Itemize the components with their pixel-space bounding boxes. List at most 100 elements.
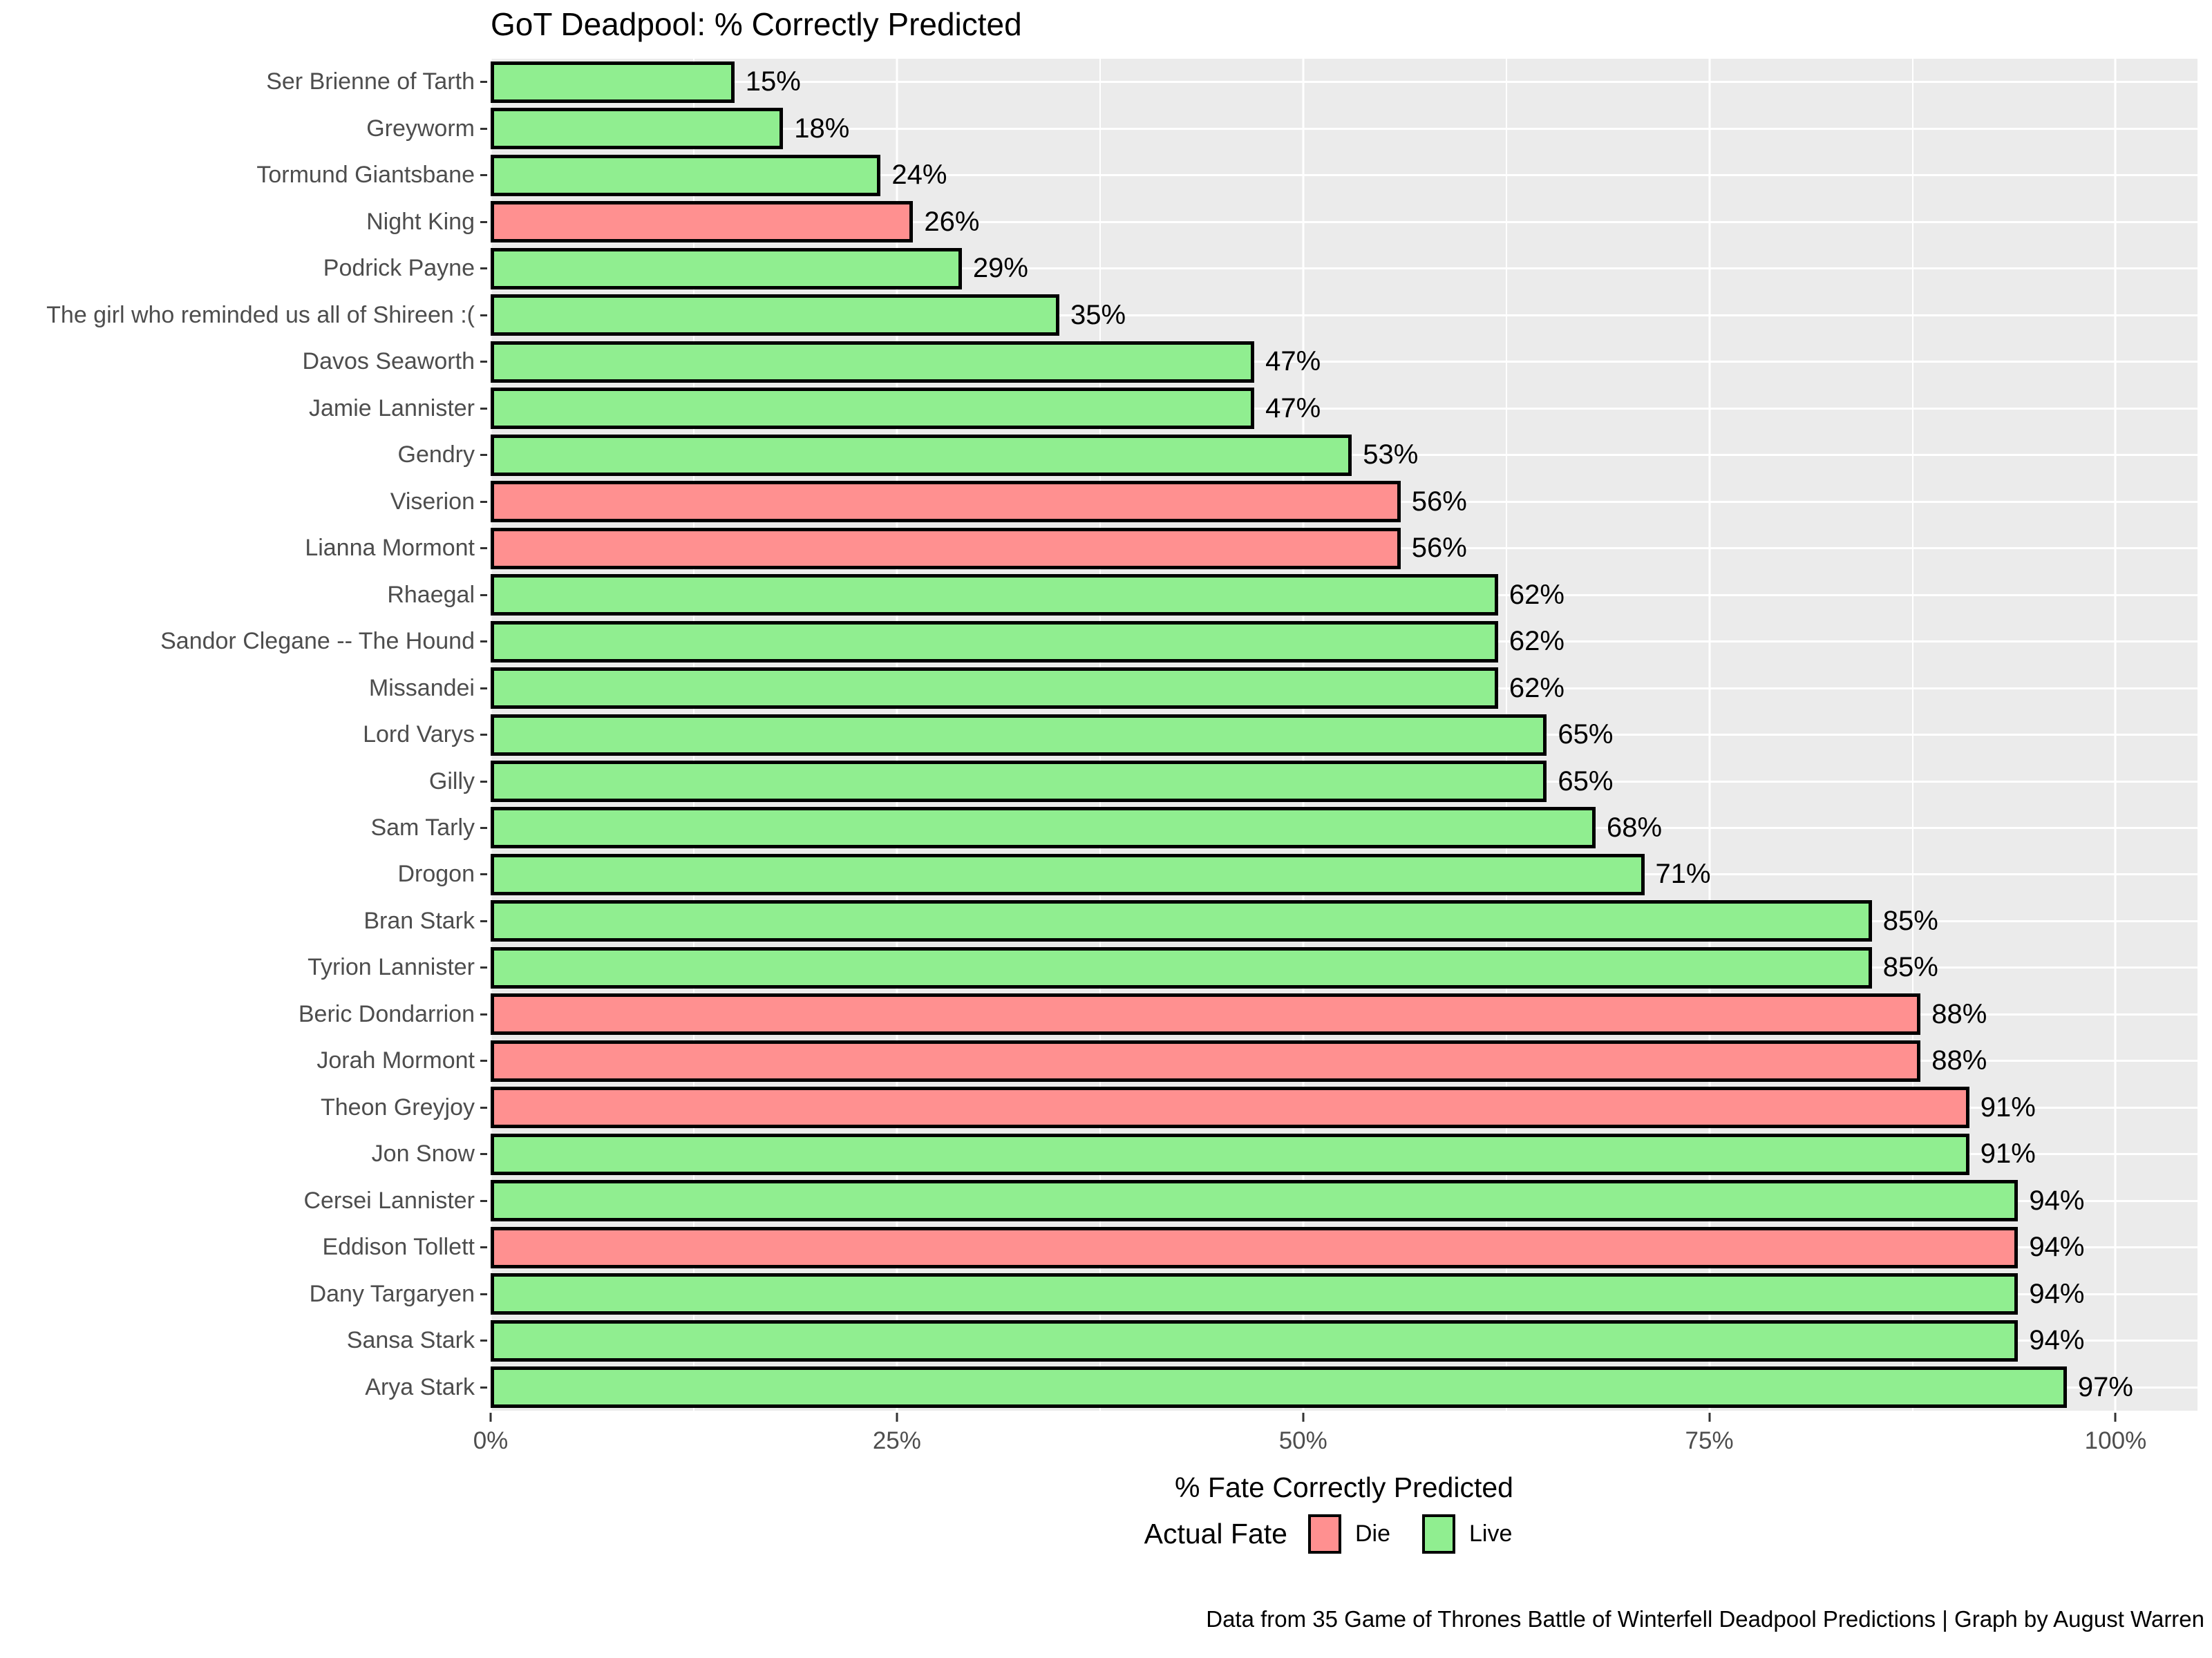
bar-value-label: 62% xyxy=(1509,626,1565,657)
bar-row: 53% xyxy=(491,432,2197,478)
bar-row: 35% xyxy=(491,292,2197,338)
y-axis-tick xyxy=(480,220,487,223)
y-axis-label-row: Dany Targaryen xyxy=(0,1271,491,1317)
panel-rows: 15% 18% 24% 26% 29% 35% 47% 47% 53% 56% 56% 62% 62% 6… xyxy=(491,59,2197,1411)
y-axis-tick xyxy=(480,687,487,689)
y-axis-label-row: Podrick Payne xyxy=(0,245,491,292)
bar-row: 65% xyxy=(491,758,2197,804)
y-axis-tick xyxy=(480,873,487,876)
bar-value-label: 24% xyxy=(891,160,947,191)
bar-value-label: 47% xyxy=(1265,392,1321,423)
bar-value-label: 94% xyxy=(2029,1325,2085,1356)
bar-row: 62% xyxy=(491,571,2197,618)
y-axis-tick xyxy=(480,500,487,503)
y-axis-label-row: Viserion xyxy=(0,478,491,524)
bar-row: 97% xyxy=(491,1364,2197,1411)
bar-value-label: 85% xyxy=(1882,905,1938,936)
bar xyxy=(491,714,1547,756)
bar xyxy=(491,294,1059,336)
y-axis-label: Rhaegal xyxy=(387,581,475,608)
y-axis-tick xyxy=(480,1246,487,1249)
bar-row: 94% xyxy=(491,1317,2197,1364)
y-axis-label: Missandei xyxy=(368,674,475,701)
bar-row: 85% xyxy=(491,898,2197,944)
y-axis-label-row: Gendry xyxy=(0,432,491,478)
legend-label: Live xyxy=(1469,1521,1513,1547)
h-gridline xyxy=(491,127,2197,130)
x-axis-tick xyxy=(1302,1413,1305,1422)
plot-panel: 15% 18% 24% 26% 29% 35% 47% 47% 53% 56% 56% 62% 62% 6… xyxy=(489,59,2197,1411)
bar-row: 88% xyxy=(491,991,2197,1038)
legend-label: Die xyxy=(1354,1521,1391,1547)
y-axis-tick xyxy=(480,780,487,783)
bar xyxy=(491,61,735,103)
chart-title: GoT Deadpool: % Correctly Predicted xyxy=(491,6,1022,42)
bar-value-label: 65% xyxy=(1558,719,1614,750)
x-axis-tick xyxy=(489,1413,492,1422)
legend-key xyxy=(1422,1514,1456,1554)
bar xyxy=(491,1226,2019,1268)
bar-row: 94% xyxy=(491,1224,2197,1270)
y-axis-label-row: Tormund Giantsbane xyxy=(0,152,491,198)
y-axis-label: Jamie Lannister xyxy=(308,394,475,421)
bar xyxy=(491,946,1872,989)
y-axis-label: Podrick Payne xyxy=(323,255,475,282)
bar-value-label: 88% xyxy=(1931,998,1987,1029)
caption: Data from 35 Game of Thrones Battle of W… xyxy=(1206,1606,2204,1632)
h-gridline xyxy=(491,407,2197,410)
y-axis-tick xyxy=(480,127,487,130)
y-axis-label-row: Jon Snow xyxy=(0,1131,491,1177)
y-axis: Ser Brienne of Tarth Greyworm Tormund Gian… xyxy=(0,59,491,1411)
y-axis-label: Lianna Mormont xyxy=(305,535,475,562)
y-axis-label: Bran Stark xyxy=(363,907,475,934)
bar-row: 91% xyxy=(491,1085,2197,1131)
h-gridline xyxy=(491,220,2197,223)
y-axis-label-row: Jamie Lannister xyxy=(0,385,491,431)
y-axis-label: Sam Tarly xyxy=(370,814,475,841)
bar xyxy=(491,853,1645,895)
y-axis-tick xyxy=(480,919,487,922)
y-axis-label-row: Sansa Stark xyxy=(0,1317,491,1364)
bar-value-label: 91% xyxy=(1980,1092,2036,1123)
bar-row: 68% xyxy=(491,805,2197,851)
bar xyxy=(491,761,1547,802)
bar xyxy=(491,900,1872,942)
bar-value-label: 97% xyxy=(2077,1371,2133,1402)
y-axis-label-row: Ser Brienne of Tarth xyxy=(0,59,491,105)
bar xyxy=(491,993,1921,1036)
y-axis-tick xyxy=(480,640,487,643)
y-axis-label-row: Night King xyxy=(0,198,491,245)
bar-row: 24% xyxy=(491,152,2197,198)
y-axis-label: Tormund Giantsbane xyxy=(256,162,475,189)
bar-value-label: 56% xyxy=(1411,486,1467,517)
y-axis-label: Theon Greyjoy xyxy=(321,1094,475,1121)
bar-row: 71% xyxy=(491,851,2197,897)
y-axis-label: Night King xyxy=(366,208,475,235)
bar-value-label: 62% xyxy=(1509,672,1565,703)
y-axis-tick xyxy=(480,174,487,177)
bar-value-label: 53% xyxy=(1363,439,1419,470)
y-axis-label-row: Lord Varys xyxy=(0,712,491,758)
y-axis-tick xyxy=(480,81,487,84)
y-axis-label: Jon Snow xyxy=(371,1141,475,1168)
bar-value-label: 29% xyxy=(972,253,1028,284)
legend-title: Actual Fate xyxy=(1144,1518,1287,1550)
x-axis-tick-label: 100% xyxy=(2084,1427,2147,1454)
bar xyxy=(491,388,1255,430)
y-axis-label-row: The girl who reminded us all of Shireen … xyxy=(0,292,491,338)
bar xyxy=(491,201,914,243)
bar-value-label: 18% xyxy=(794,113,850,144)
bar xyxy=(491,434,1352,476)
y-axis-tick xyxy=(480,314,487,316)
x-axis-tick-label: 0% xyxy=(473,1427,509,1454)
y-axis-label-row: Gilly xyxy=(0,758,491,804)
bar-row: 88% xyxy=(491,1038,2197,1084)
bar-value-label: 94% xyxy=(2029,1278,2085,1309)
x-axis-tick-label: 25% xyxy=(872,1427,921,1454)
y-axis-label: Gilly xyxy=(428,768,475,794)
x-axis-tick-label: 50% xyxy=(1278,1427,1327,1454)
y-axis-label-row: Lianna Mormont xyxy=(0,525,491,571)
y-axis-label: Beric Dondarrion xyxy=(298,1000,475,1027)
bar-row: 47% xyxy=(491,385,2197,431)
